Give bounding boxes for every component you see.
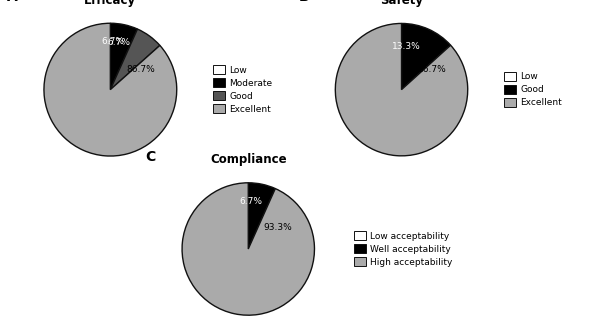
Title: Compliance: Compliance (210, 153, 287, 166)
Text: 6.7%: 6.7% (107, 38, 130, 47)
Wedge shape (110, 23, 137, 90)
Title: Safety: Safety (380, 0, 423, 7)
Legend: Low acceptability, Well acceptability, High acceptability: Low acceptability, Well acceptability, H… (352, 229, 454, 269)
Text: 13.3%: 13.3% (392, 42, 421, 51)
Wedge shape (335, 24, 468, 156)
Wedge shape (44, 23, 177, 156)
Text: C: C (146, 150, 156, 164)
Text: A: A (7, 0, 18, 4)
Legend: Low, Good, Excellent: Low, Good, Excellent (502, 70, 563, 109)
Title: Efficacy: Efficacy (84, 0, 137, 7)
Wedge shape (402, 24, 451, 90)
Wedge shape (182, 183, 314, 315)
Text: 93.3%: 93.3% (263, 223, 292, 232)
Text: 86.7%: 86.7% (417, 65, 446, 74)
Legend: Low, Moderate, Good, Excellent: Low, Moderate, Good, Excellent (211, 64, 274, 116)
Text: 6.7%: 6.7% (102, 38, 124, 46)
Text: B: B (299, 0, 310, 4)
Wedge shape (248, 183, 275, 249)
Text: 6.7%: 6.7% (240, 197, 262, 206)
Wedge shape (110, 29, 160, 90)
Text: 86.7%: 86.7% (126, 65, 155, 74)
